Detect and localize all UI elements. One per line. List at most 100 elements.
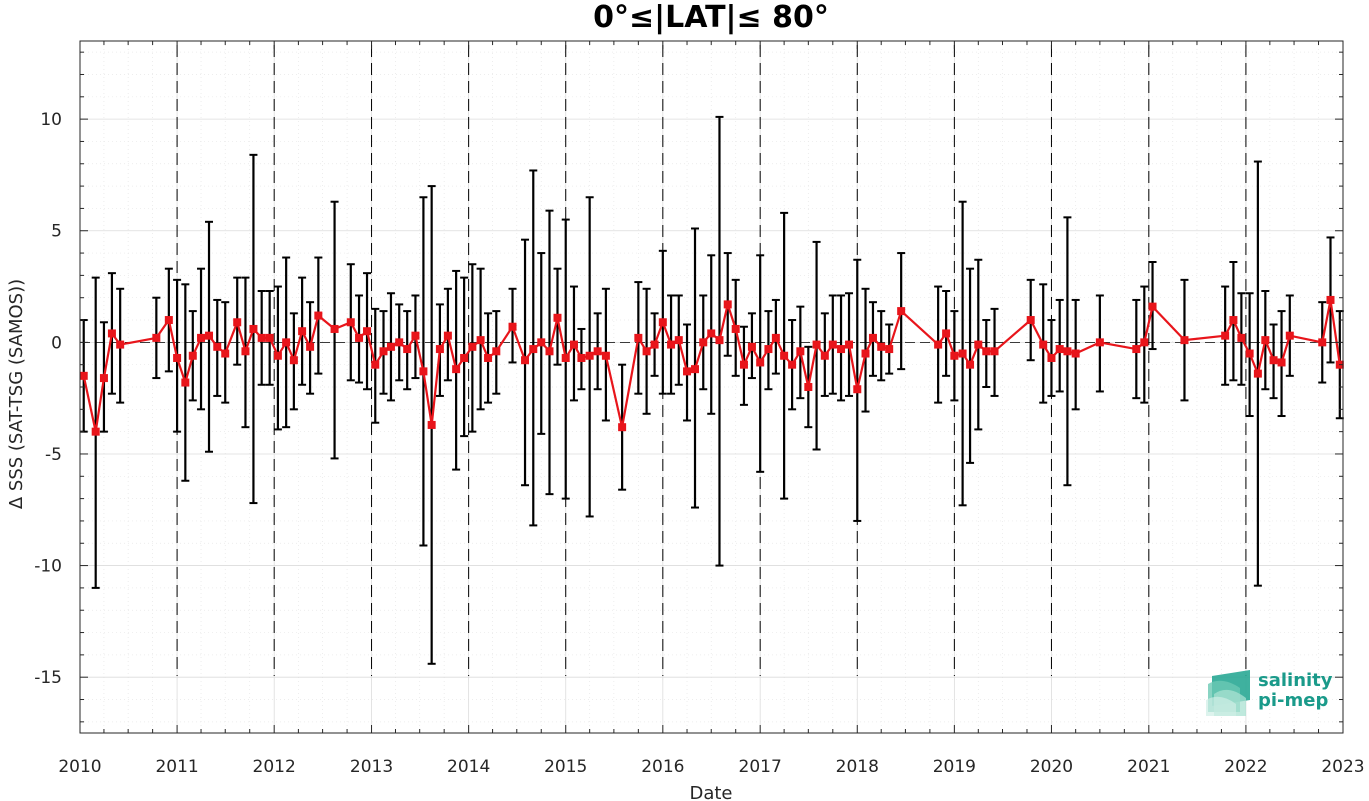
data-point-marker: [476, 336, 485, 345]
data-point-marker: [650, 340, 659, 349]
data-point-marker: [492, 347, 501, 356]
data-point-marker: [443, 331, 452, 340]
data-point-marker: [820, 351, 829, 360]
data-point-marker: [1326, 295, 1335, 304]
data-point-marker: [1148, 302, 1157, 311]
data-point-marker: [788, 360, 797, 369]
data-point-marker: [521, 356, 530, 365]
data-point-marker: [188, 351, 197, 360]
data-point-marker: [1047, 353, 1056, 362]
y-tick-labels: 10 5 0 -5 -10 -15: [34, 110, 62, 688]
error-bars: [79, 115, 1344, 665]
data-point-marker: [282, 338, 291, 347]
data-point-marker: [569, 340, 578, 349]
data-point-marker: [411, 331, 420, 340]
minor-grid: [80, 41, 1343, 733]
y-tick-label: -10: [34, 557, 62, 577]
data-point-marker: [298, 327, 307, 336]
data-point-marker: [1229, 316, 1238, 325]
data-point-marker: [731, 324, 740, 333]
data-point-marker: [330, 324, 339, 333]
x-tick-label: 2018: [836, 757, 879, 777]
data-point-marker: [618, 423, 627, 432]
data-point-marker: [306, 342, 315, 351]
y-tick-label: 0: [51, 333, 62, 353]
data-point-marker: [885, 345, 894, 354]
data-point-marker: [205, 331, 214, 340]
data-point-marker: [460, 353, 469, 362]
data-point-marker: [868, 333, 877, 342]
data-point-marker: [1285, 331, 1294, 340]
logo-text-pi-mep: pi-mep: [1258, 690, 1328, 711]
wave-logo-icon: [1206, 670, 1250, 716]
data-point-marker: [837, 345, 846, 354]
data-point-marker: [363, 327, 372, 336]
data-point-marker: [780, 351, 789, 360]
data-point-marker: [1180, 336, 1189, 345]
x-tick-label: 2022: [1224, 757, 1267, 777]
data-point-marker: [79, 371, 88, 380]
data-point-marker: [1071, 349, 1080, 358]
data-point-marker: [585, 351, 594, 360]
data-point-marker: [1026, 316, 1035, 325]
data-point-marker: [812, 340, 821, 349]
axis-ticks: [79, 41, 1344, 733]
data-point-marker: [845, 340, 854, 349]
y-axis-label: Δ SSS (SAT-TSG (SAMOS)): [6, 279, 27, 509]
y-tick-label: -5: [45, 445, 62, 465]
data-point-marker: [164, 316, 173, 325]
data-point-marker: [181, 378, 190, 387]
data-point-marker: [403, 345, 412, 354]
data-point-marker: [273, 351, 282, 360]
data-point-marker: [213, 342, 222, 351]
data-point-marker: [537, 338, 546, 347]
data-point-marker: [419, 367, 428, 376]
x-tick-label: 2020: [1030, 757, 1073, 777]
data-point-marker: [427, 420, 436, 429]
x-tick-label: 2019: [933, 757, 976, 777]
data-point-marker: [233, 318, 242, 327]
x-tick-label: 2023: [1321, 757, 1364, 777]
data-point-marker: [355, 333, 364, 342]
data-point-marker: [764, 345, 773, 354]
y-tick-label: 5: [51, 222, 62, 242]
data-point-marker: [747, 342, 756, 351]
data-point-marker: [314, 311, 323, 320]
data-point-marker: [966, 360, 975, 369]
data-point-marker: [116, 340, 125, 349]
x-tick-label: 2013: [350, 757, 393, 777]
data-point-marker: [667, 340, 676, 349]
data-point-marker: [990, 347, 999, 356]
data-point-marker: [1140, 338, 1149, 347]
data-point-marker: [634, 333, 643, 342]
salinity-pi-mep-logo: salinity pi-mep: [1206, 670, 1333, 716]
data-point-marker: [221, 349, 230, 358]
data-point-marker: [371, 360, 380, 369]
data-point-marker: [197, 333, 206, 342]
x-tick-label: 2017: [739, 757, 782, 777]
data-point-marker: [642, 347, 651, 356]
data-point-marker: [950, 351, 959, 360]
data-point-marker: [715, 336, 724, 345]
data-point-marker: [1132, 345, 1141, 354]
data-point-marker: [958, 349, 967, 358]
data-point-marker: [545, 347, 554, 356]
data-point-marker: [593, 347, 602, 356]
data-point-marker: [723, 300, 732, 309]
data-point-marker: [982, 347, 991, 356]
x-tick-label: 2016: [641, 757, 684, 777]
data-point-marker: [828, 340, 837, 349]
x-axis-label: Date: [689, 783, 732, 801]
data-point-marker: [1261, 336, 1270, 345]
data-point-marker: [265, 333, 274, 342]
data-point-marker: [1095, 338, 1104, 347]
data-point-marker: [249, 324, 258, 333]
data-point-marker: [601, 351, 610, 360]
data-point-marker: [1277, 358, 1286, 367]
data-point-marker: [173, 353, 182, 362]
data-point-marker: [1055, 345, 1064, 354]
data-point-marker: [861, 349, 870, 358]
data-point-marker: [1253, 369, 1262, 378]
data-point-marker: [691, 365, 700, 374]
x-tick-labels: 2010 2011 2012 2013 2014 2015 2016 2017 2018 2019…: [58, 757, 1364, 777]
